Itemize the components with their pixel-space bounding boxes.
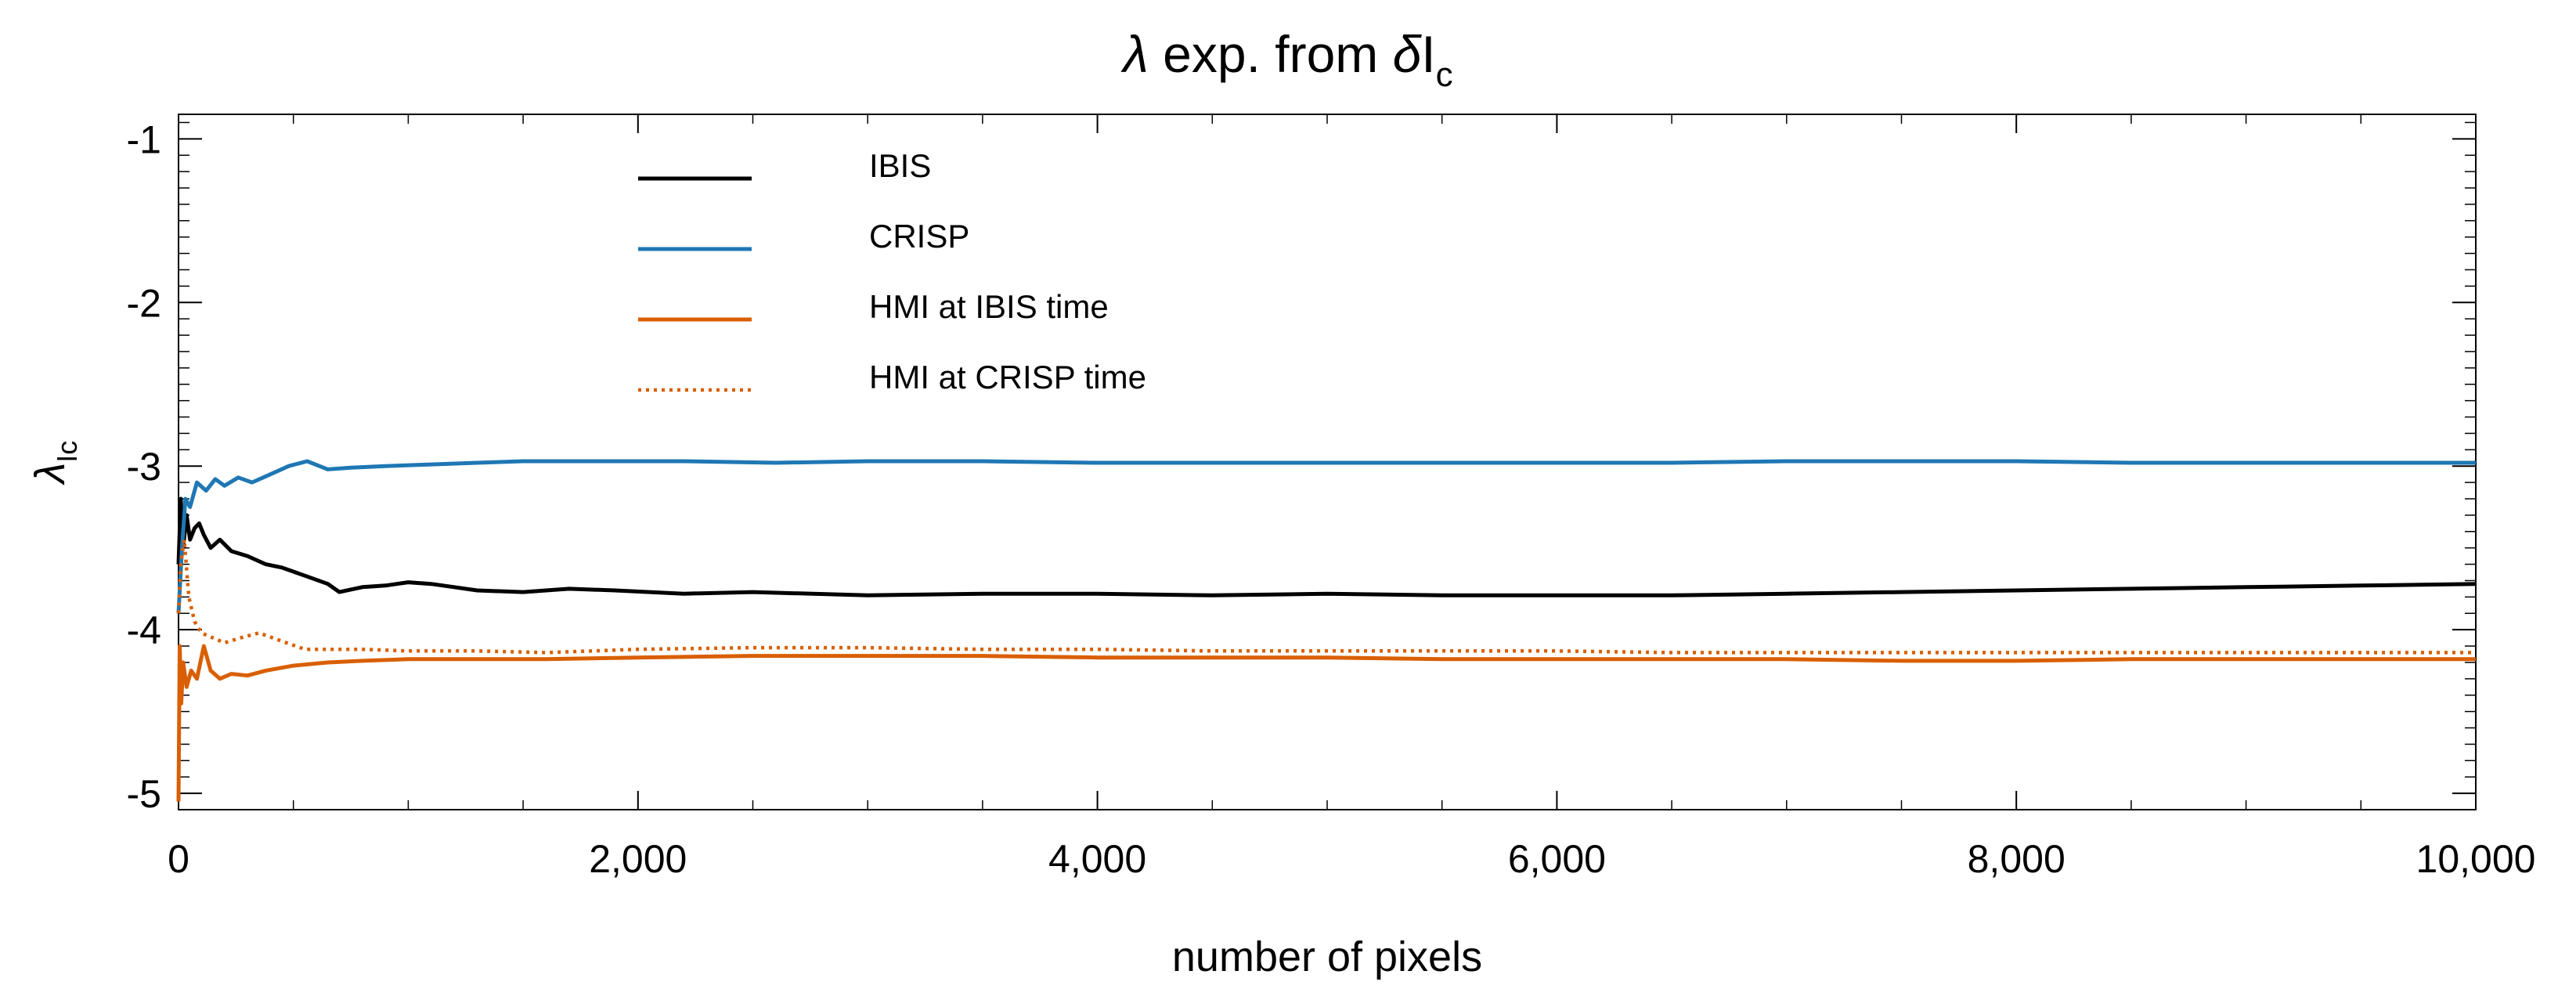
series-layer xyxy=(176,459,2477,802)
series-line-2 xyxy=(176,644,2476,802)
legend-label: IBIS xyxy=(869,147,931,184)
series-line-0 xyxy=(176,496,2477,597)
x-tick-label: 0 xyxy=(168,837,189,881)
y-tick-label: -5 xyxy=(127,772,161,816)
legend: IBIS CRISP HMI at IBIS time HMI at CRISP ti… xyxy=(638,147,1146,395)
y-tick-label: -3 xyxy=(127,445,161,489)
x-tick-label: 8,000 xyxy=(1968,837,2065,881)
x-tick-label: 10,000 xyxy=(2416,837,2536,881)
x-tick-label: 4,000 xyxy=(1048,837,1146,881)
y-tick-label: -2 xyxy=(127,281,161,325)
legend-label: CRISP xyxy=(869,218,969,254)
legend-label: HMI at IBIS time xyxy=(869,288,1109,325)
tick-labels: 0 2,000 4,000 6,000 8,000 10,000 -5 -4 -3 -2 -1 xyxy=(127,117,2536,881)
chart-title: λ exp. from δIc xyxy=(1120,25,1452,94)
legend-label: HMI at CRISP time xyxy=(869,359,1146,395)
y-axis-label: λIc xyxy=(27,441,83,486)
series-line-3 xyxy=(176,537,2476,655)
series-line-1 xyxy=(176,459,2476,614)
x-tick-label: 6,000 xyxy=(1508,837,1606,881)
x-axis-label: number of pixels xyxy=(1172,933,1482,980)
y-tick-label: -1 xyxy=(127,117,161,161)
y-tick-label: -4 xyxy=(127,608,161,652)
x-tick-label: 2,000 xyxy=(589,837,687,881)
major-ticks xyxy=(178,114,2477,810)
